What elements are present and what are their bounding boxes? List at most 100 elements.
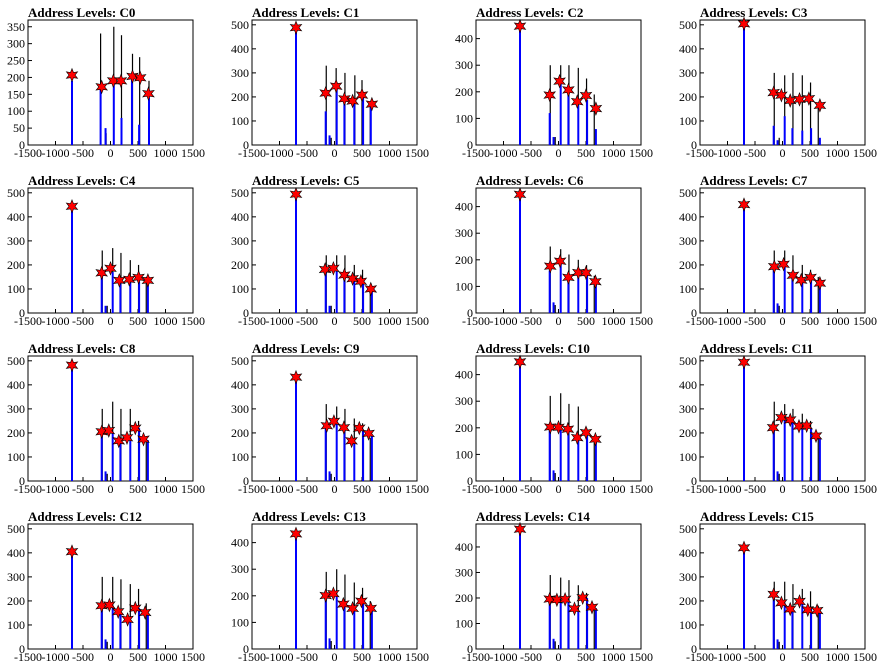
x-tick-label: 1000 bbox=[602, 314, 626, 328]
y-tick-label: 100 bbox=[679, 114, 697, 128]
y-tick-label: 500 bbox=[679, 522, 697, 536]
peak-marker bbox=[802, 91, 816, 106]
peak-marker bbox=[346, 600, 360, 616]
y-tick-label: 400 bbox=[679, 210, 697, 224]
y-tick-label: 100 bbox=[231, 615, 249, 629]
x-tick-label: 500 bbox=[129, 482, 147, 496]
x-tick-label: 1500 bbox=[629, 146, 653, 160]
peak-marker bbox=[767, 259, 781, 274]
peak-marker bbox=[355, 87, 369, 103]
x-tick-label: 1500 bbox=[181, 482, 205, 496]
y-tick-label: 400 bbox=[679, 546, 697, 560]
peak-marker bbox=[354, 273, 368, 289]
peak-marker bbox=[327, 414, 341, 429]
y-tick-label: 200 bbox=[679, 426, 697, 440]
x-tick-label: -1000 bbox=[266, 650, 294, 664]
x-tick-label: 500 bbox=[129, 650, 147, 664]
x-tick-label: 1500 bbox=[405, 146, 429, 160]
x-tick-label: 1500 bbox=[181, 314, 205, 328]
peak-marker bbox=[570, 94, 584, 109]
y-tick-label: 100 bbox=[455, 279, 473, 293]
y-tick-label: 500 bbox=[7, 522, 25, 536]
x-tick-label: 1000 bbox=[378, 482, 402, 496]
peak-marker bbox=[128, 420, 142, 436]
y-tick-label: 500 bbox=[7, 186, 25, 200]
histogram-panel: Address Levels: C30100200300400500-1500-… bbox=[679, 5, 877, 160]
peak-marker bbox=[103, 597, 116, 613]
y-tick-label: 100 bbox=[679, 450, 697, 464]
x-tick-label: -1500 bbox=[462, 146, 490, 160]
y-tick-label: 300 bbox=[455, 58, 473, 72]
peak-marker bbox=[570, 430, 584, 445]
y-tick-label: 100 bbox=[679, 618, 697, 632]
x-tick-label: 0 bbox=[332, 146, 338, 160]
x-tick-label: -1500 bbox=[686, 314, 714, 328]
y-tick-label: 400 bbox=[455, 32, 473, 46]
peak-marker bbox=[775, 410, 788, 425]
histogram-panel: Address Levels: C80100200300400500-1500-… bbox=[7, 341, 205, 496]
y-tick-label: 0 bbox=[19, 138, 25, 152]
x-tick-label: 500 bbox=[577, 314, 595, 328]
peak-marker bbox=[352, 420, 366, 436]
peak-marker bbox=[126, 69, 139, 84]
y-tick-label: 0 bbox=[467, 642, 473, 656]
y-tick-label: 200 bbox=[679, 594, 697, 608]
peak-marker bbox=[95, 265, 109, 281]
x-tick-label: -500 bbox=[744, 482, 766, 496]
x-tick-label: -1500 bbox=[238, 482, 266, 496]
panel-title: Address Levels: C10 bbox=[476, 341, 590, 356]
peak-marker bbox=[775, 595, 788, 611]
peak-marker bbox=[588, 274, 602, 289]
peak-marker bbox=[121, 612, 134, 627]
x-tick-label: 0 bbox=[780, 482, 786, 496]
peak-marker bbox=[810, 603, 824, 618]
y-tick-label: 100 bbox=[231, 450, 249, 464]
y-tick-label: 300 bbox=[7, 570, 25, 584]
peak-marker bbox=[775, 87, 788, 103]
y-tick-label: 100 bbox=[7, 450, 25, 464]
x-tick-label: 0 bbox=[780, 314, 786, 328]
x-tick-label: -500 bbox=[72, 482, 94, 496]
y-tick-label: 400 bbox=[231, 378, 249, 392]
y-tick-label: 100 bbox=[455, 616, 473, 630]
y-tick-label: 0 bbox=[467, 474, 473, 488]
peak-marker bbox=[561, 421, 575, 437]
y-tick-label: 300 bbox=[231, 402, 249, 416]
x-tick-label: 500 bbox=[129, 146, 147, 160]
x-tick-label: -500 bbox=[72, 314, 94, 328]
y-tick-label: 100 bbox=[231, 114, 249, 128]
x-tick-label: 0 bbox=[108, 314, 114, 328]
y-tick-label: 400 bbox=[679, 42, 697, 56]
x-tick-label: 500 bbox=[801, 482, 819, 496]
peak-marker bbox=[543, 591, 557, 607]
x-tick-label: 1000 bbox=[602, 650, 626, 664]
peak-marker bbox=[138, 605, 152, 620]
histogram-panel: Address Levels: C90100200300400500-1500-… bbox=[231, 341, 429, 496]
x-tick-label: -1000 bbox=[266, 146, 294, 160]
x-tick-label: 0 bbox=[332, 650, 338, 664]
x-tick-label: -1500 bbox=[238, 314, 266, 328]
peak-marker bbox=[558, 591, 572, 607]
y-tick-label: 0 bbox=[19, 642, 25, 656]
histogram-panel: Address Levels: C2 0 100 200 300 400 -1500 -100… bbox=[455, 5, 653, 160]
x-tick-label: -1500 bbox=[462, 314, 490, 328]
x-tick-label: 1500 bbox=[405, 314, 429, 328]
peak-marker bbox=[552, 419, 565, 435]
peak-marker bbox=[809, 428, 823, 444]
peak-marker bbox=[338, 267, 351, 283]
x-tick-label: 1000 bbox=[154, 482, 178, 496]
peak-marker bbox=[737, 354, 751, 370]
peak-marker bbox=[120, 430, 134, 446]
x-tick-label: 0 bbox=[556, 314, 562, 328]
peak-marker bbox=[364, 281, 378, 297]
peak-marker bbox=[793, 594, 806, 609]
peak-marker bbox=[133, 70, 147, 86]
y-tick-label: 150 bbox=[7, 87, 25, 101]
x-tick-label: -1000 bbox=[490, 650, 518, 664]
x-tick-label: 500 bbox=[129, 314, 147, 328]
x-tick-label: 1000 bbox=[378, 146, 402, 160]
histogram-panel: Address Levels: C6 0 100 200 300 400 -1500 -100… bbox=[455, 173, 653, 328]
x-tick-label: -500 bbox=[296, 146, 318, 160]
peak-marker bbox=[543, 419, 557, 435]
